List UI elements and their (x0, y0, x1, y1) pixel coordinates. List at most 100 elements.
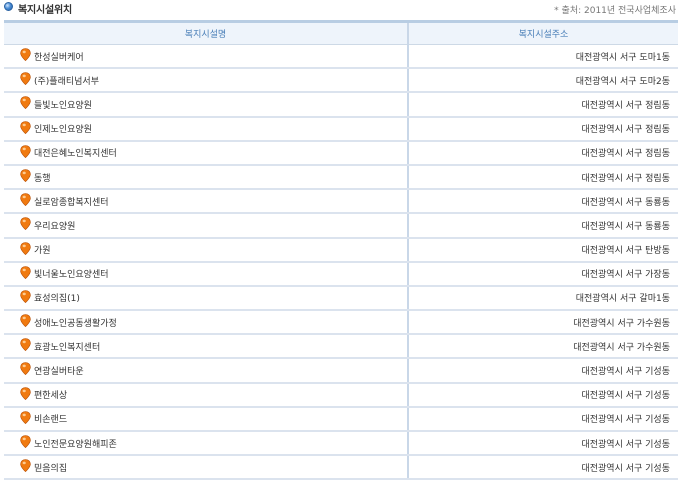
facility-name[interactable]: 편한세상 (34, 391, 68, 402)
facility-name-cell[interactable]: 가원 (4, 237, 409, 263)
facility-name-cell[interactable]: 들빛노인요양원 (4, 92, 409, 118)
facility-name-cell[interactable]: 실로암종합복지센터 (4, 189, 409, 215)
facility-address: 대전광역시 서구 도마2동 (575, 76, 670, 87)
table-row[interactable]: 우리요양원 대전광역시 서구 동룡동 (4, 213, 678, 239)
facility-name[interactable]: 효광노인복지센터 (34, 342, 101, 353)
map-pin-icon[interactable] (20, 265, 31, 279)
facility-address-cell: 대전광역시 서구 동룡동 (408, 189, 678, 215)
facility-name-cell[interactable]: 노인전문요양원해피존 (4, 431, 409, 457)
facility-name[interactable]: 빛너울노인요양센터 (34, 270, 109, 281)
facility-name-cell[interactable]: 효성의집(1) (4, 285, 409, 312)
facility-address-cell: 대전광역시 서구 동룡동 (408, 213, 678, 239)
map-pin-icon[interactable] (20, 338, 31, 352)
facility-name[interactable]: 들빛노인요양원 (34, 100, 92, 111)
map-pin-icon[interactable] (20, 386, 31, 400)
facility-name-cell[interactable]: 믿음의집 (4, 455, 409, 481)
table-row[interactable]: (주)플래티넘서부 대전광역시 서구 도마2동 (4, 68, 678, 94)
facility-name-cell[interactable]: 우리요양원 (4, 213, 409, 239)
facility-address: 대전광역시 서구 탄방동 (581, 246, 670, 257)
facility-name[interactable]: 실로암종합복지센터 (34, 197, 109, 208)
map-pin-icon[interactable] (20, 290, 31, 303)
table-row[interactable]: 노인전문요양원해피존 대전광역시 서구 기성동 (4, 431, 678, 457)
table-row[interactable]: 가원 대전광역시 서구 탄방동 (4, 237, 678, 263)
table-header-row: 복지시설명 복지시설주소 (4, 23, 678, 45)
facility-name-cell[interactable]: (주)플래티넘서부 (4, 68, 409, 94)
facility-name-cell[interactable]: 인제노인요양원 (4, 116, 409, 142)
facility-name[interactable]: 우리요양원 (34, 221, 76, 232)
facility-address-cell: 대전광역시 서구 정림동 (408, 92, 678, 118)
map-pin-icon[interactable] (20, 144, 31, 158)
facility-name-cell[interactable]: 동행 (4, 164, 409, 191)
table-row[interactable]: 효광노인복지센터 대전광역시 서구 가수원동 (4, 334, 678, 360)
map-pin-icon[interactable] (20, 314, 31, 328)
facility-address: 대전광역시 서구 갈마1동 (575, 294, 670, 305)
facility-name-cell[interactable]: 비손랜드 (4, 406, 409, 433)
facility-name-cell[interactable]: 연광실버타운 (4, 358, 409, 384)
facility-address: 대전광역시 서구 동룡동 (581, 197, 670, 208)
facility-address: 대전광역시 서구 기성동 (581, 367, 670, 378)
table-row[interactable]: 대전은혜노인복지센터 대전광역시 서구 정림동 (4, 140, 678, 166)
facility-address: 대전광역시 서구 기성동 (581, 415, 670, 426)
facility-address: 대전광역시 서구 도마1동 (575, 52, 670, 63)
facility-address-cell: 대전광역시 서구 기성동 (408, 358, 678, 384)
facility-name[interactable]: 동행 (34, 173, 51, 184)
map-pin-icon[interactable] (20, 217, 31, 231)
facility-address-cell: 대전광역시 서구 기성동 (408, 431, 678, 457)
table-row[interactable]: 인제노인요양원 대전광역시 서구 정림동 (4, 116, 678, 142)
map-pin-icon[interactable] (20, 48, 31, 61)
facility-name[interactable]: 한성실버케어 (34, 52, 84, 63)
map-pin-icon[interactable] (20, 411, 31, 424)
table-row[interactable]: 비손랜드 대전광역시 서구 기성동 (4, 406, 678, 433)
map-pin-icon[interactable] (20, 193, 31, 207)
facility-name-cell[interactable]: 대전은혜노인복지센터 (4, 140, 409, 166)
facility-address: 대전광역시 서구 가수원동 (573, 342, 670, 353)
table-row[interactable]: 한성실버케어 대전광역시 서구 도마1동 (4, 44, 678, 70)
facility-name-cell[interactable]: 빛너울노인요양센터 (4, 261, 409, 287)
table-row[interactable]: 실로암종합복지센터 대전광역시 서구 동룡동 (4, 189, 678, 215)
map-pin-icon[interactable] (20, 435, 31, 448)
facility-name[interactable]: (주)플래티넘서부 (34, 76, 99, 87)
facility-name[interactable]: 비손랜드 (34, 415, 68, 426)
facility-address-cell: 대전광역시 서구 도마1동 (408, 44, 678, 70)
facility-address-cell: 대전광역시 서구 도마2동 (408, 68, 678, 94)
facility-address: 대전광역시 서구 기성동 (581, 391, 670, 402)
facility-address: 대전광역시 서구 정림동 (581, 125, 670, 136)
facility-name[interactable]: 가원 (34, 246, 51, 257)
facility-name[interactable]: 인제노인요양원 (34, 125, 92, 136)
table-row[interactable]: 들빛노인요양원 대전광역시 서구 정림동 (4, 92, 678, 118)
table-row[interactable]: 빛너울노인요양센터 대전광역시 서구 가장동 (4, 261, 678, 287)
map-pin-icon[interactable] (20, 120, 31, 134)
facility-name[interactable]: 효성의집(1) (34, 294, 80, 305)
facility-name[interactable]: 대전은혜노인복지센터 (34, 149, 117, 160)
facility-address-cell: 대전광역시 서구 갈마1동 (408, 285, 678, 312)
table-row[interactable]: 성애노인공동생활가정 대전광역시 서구 가수원동 (4, 310, 678, 336)
facility-name[interactable]: 노인전문요양원해피존 (34, 439, 117, 450)
table-row[interactable]: 연광실버타운 대전광역시 서구 기성동 (4, 358, 678, 384)
facility-address: 대전광역시 서구 정림동 (581, 149, 670, 160)
facility-name-cell[interactable]: 효광노인복지센터 (4, 334, 409, 360)
facility-name-cell[interactable]: 한성실버케어 (4, 44, 409, 70)
facility-address-cell: 대전광역시 서구 정림동 (408, 116, 678, 142)
map-pin-icon[interactable] (20, 96, 31, 110)
map-pin-icon[interactable] (20, 72, 31, 86)
map-pin-icon[interactable] (20, 169, 31, 182)
table-row[interactable]: 동행 대전광역시 서구 정림동 (4, 164, 678, 191)
facility-name-cell[interactable]: 편한세상 (4, 382, 409, 408)
table-row[interactable]: 편한세상 대전광역시 서구 기성동 (4, 382, 678, 408)
column-header-name: 복지시설명 (4, 23, 409, 45)
facility-name[interactable]: 성애노인공동생활가정 (34, 318, 117, 329)
table-row[interactable]: 믿음의집 대전광역시 서구 기성동 (4, 455, 678, 481)
map-pin-icon[interactable] (20, 362, 31, 376)
facility-name[interactable]: 연광실버타운 (34, 367, 84, 378)
facility-name[interactable]: 믿음의집 (34, 463, 68, 474)
facility-address-cell: 대전광역시 서구 정림동 (408, 140, 678, 166)
column-header-address: 복지시설주소 (408, 23, 678, 45)
facility-address: 대전광역시 서구 가장동 (581, 270, 670, 281)
map-pin-icon[interactable] (20, 241, 31, 255)
facility-address-cell: 대전광역시 서구 탄방동 (408, 237, 678, 263)
map-pin-icon[interactable] (20, 459, 31, 473)
facility-address: 대전광역시 서구 기성동 (581, 463, 670, 474)
facility-table: 복지시설명 복지시설주소 한성실버케어 대전광역시 서구 도마1동 (주)플래티넘서… (4, 23, 678, 481)
table-row[interactable]: 효성의집(1) 대전광역시 서구 갈마1동 (4, 285, 678, 312)
facility-name-cell[interactable]: 성애노인공동생활가정 (4, 310, 409, 336)
